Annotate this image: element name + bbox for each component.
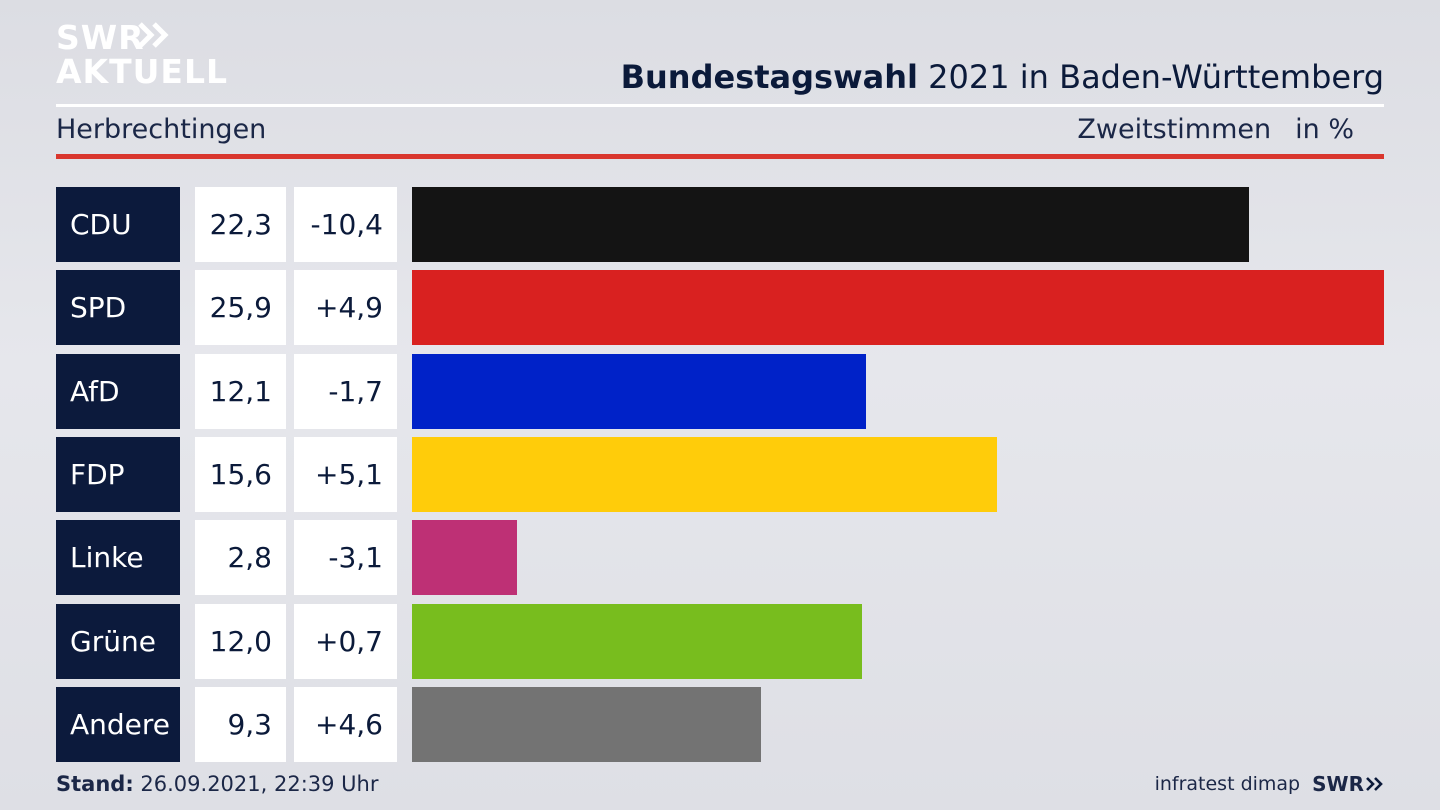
party-bar — [412, 437, 997, 512]
party-change-label: -10,4 — [294, 187, 397, 262]
party-change-label: +5,1 — [294, 437, 397, 512]
party-bar — [412, 187, 1249, 262]
logo-line-2: AKTUELL — [56, 52, 229, 91]
place-name: Herbrechtingen — [56, 114, 267, 145]
swr-aktuell-logo: SWR AKTUELL — [56, 18, 229, 91]
party-share-label: 15,6 — [195, 437, 286, 512]
source-label: infratest dimap — [1154, 773, 1301, 795]
party-share-label: 12,0 — [195, 604, 286, 679]
unit-label: in % — [1295, 114, 1354, 145]
party-bar — [412, 687, 761, 762]
party-row: SPD 25,9 +4,9 — [56, 270, 1384, 345]
party-name: SPD — [56, 270, 180, 345]
party-name: CDU — [56, 187, 180, 262]
party-name: Andere — [56, 687, 180, 762]
party-share-label: 12,1 — [195, 354, 286, 429]
measure-name: Zweitstimmen — [1077, 114, 1272, 145]
footer-chevrons-icon — [1366, 777, 1383, 791]
party-change-label: +0,7 — [294, 604, 397, 679]
header-divider — [56, 104, 1384, 107]
party-bar — [412, 354, 866, 429]
footer-swr-logo: SWR — [1312, 772, 1384, 796]
party-bar — [412, 270, 1384, 345]
party-name: AfD — [56, 354, 180, 429]
party-share-label: 22,3 — [195, 187, 286, 262]
title-bold: Bundestagswahl — [620, 58, 918, 96]
chevrons-icon — [138, 22, 169, 48]
party-row: Linke 2,8 -3,1 — [56, 520, 1384, 595]
party-row: FDP 15,6 +5,1 — [56, 437, 1384, 512]
footer-logo-text: SWR — [1312, 772, 1364, 796]
party-change-label: -1,7 — [294, 354, 397, 429]
accent-divider — [56, 154, 1384, 159]
measure-label: Zweitstimmen in % — [1077, 114, 1354, 145]
party-row: Grüne 12,0 +0,7 — [56, 604, 1384, 679]
party-bar — [412, 604, 862, 679]
stand-label: Stand: — [56, 772, 134, 796]
party-share-label: 9,3 — [195, 687, 286, 762]
chart-title: Bundestagswahl 2021 in Baden-Württemberg — [621, 58, 1384, 96]
stand-value: 26.09.2021, 22:39 Uhr — [133, 772, 379, 796]
party-change-label: -3,1 — [294, 520, 397, 595]
party-change-label: +4,9 — [294, 270, 397, 345]
party-name: Linke — [56, 520, 180, 595]
title-rest: 2021 in Baden-Württemberg — [917, 58, 1384, 96]
party-name: FDP — [56, 437, 180, 512]
party-share-label: 2,8 — [195, 520, 286, 595]
party-name: Grüne — [56, 604, 180, 679]
party-row: CDU 22,3 -10,4 — [56, 187, 1384, 262]
bar-chart: CDU 22,3 -10,4 SPD 25,9 +4,9 AfD 12,1 -1,7 FDP 15,… — [56, 187, 1384, 762]
party-row: AfD 12,1 -1,7 — [56, 354, 1384, 429]
party-row: Andere 9,3 +4,6 — [56, 687, 1384, 762]
source: infratest dimap SWR — [1155, 772, 1384, 796]
party-share-label: 25,9 — [195, 270, 286, 345]
party-bar — [412, 520, 517, 595]
timestamp: Stand: 26.09.2021, 22:39 Uhr — [56, 772, 379, 796]
logo-line-1: SWR — [56, 18, 145, 57]
party-change-label: +4,6 — [294, 687, 397, 762]
